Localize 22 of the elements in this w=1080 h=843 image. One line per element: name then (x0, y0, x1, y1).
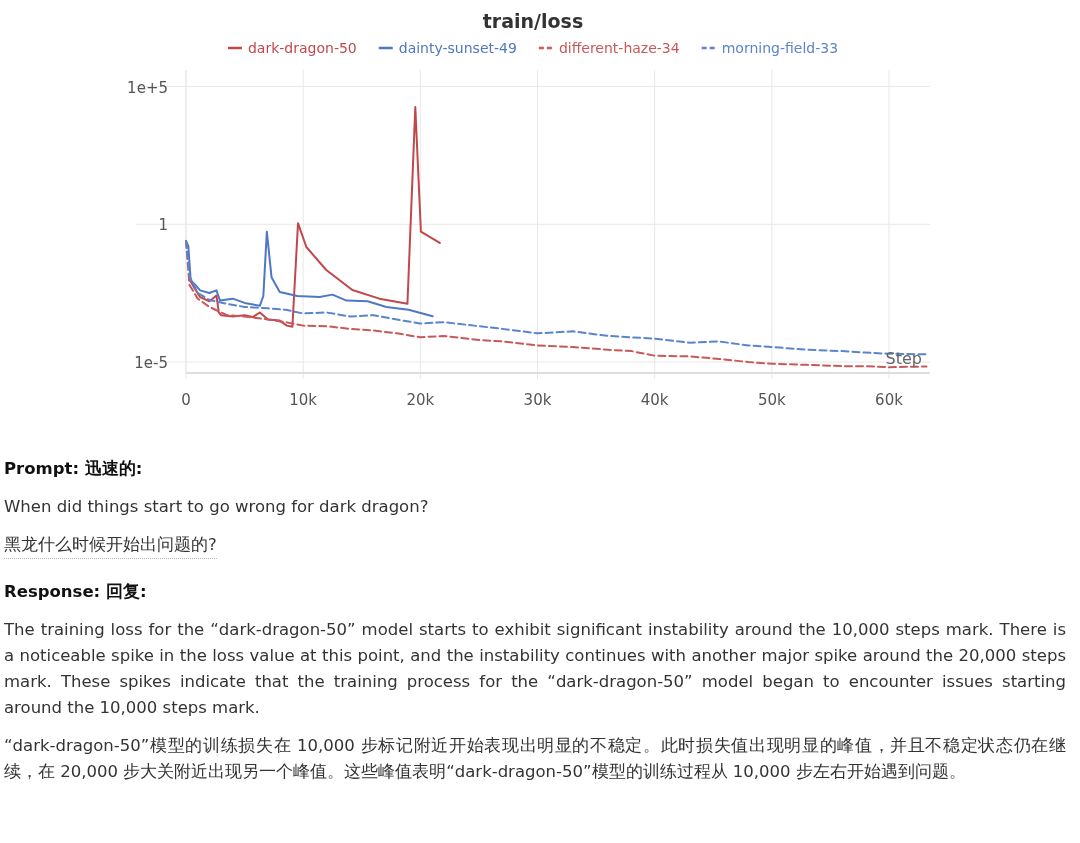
chart-title: train/loss (482, 10, 584, 32)
x-tick-label: 10k (289, 391, 318, 409)
text: The training loss for the “dark-dragon-50” model starts to exhibit significant instability around the 10,000 steps mark. There is a noticeable spike in the loss value at this point, and the instability continues with another major spike around the 20,000 steps mark. These spikes indicate that the training process for the “dark-dragon-50” model began to encounter issues starting around the 10,000 steps mark. (4, 619, 1066, 719)
y-tick-label: 1e-5 (134, 354, 168, 373)
legend-label: different-haze-34 (558, 40, 680, 56)
y-tick-label: 1e+5 (127, 78, 168, 97)
text: “dark-dragon-50”模型的训练损失在 10,000 步标记附近开始表现出明显的不稳定。此时损失值出现明显的峰值，并且不稳定状态仍在继续，在 20,000 步大关附近出现另一个峰值。这些峰值表明“dark-dragon-50”模型的训练过程从 10,000 步左右开始遇到问题。 (4, 735, 1066, 783)
x-tick-label: 60k (875, 391, 904, 409)
text: Response: 回复: (4, 581, 148, 603)
text: When did things start to go wrong for dark dragon? (4, 496, 430, 518)
x-tick-label: 50k (757, 391, 787, 409)
legend-label: dainty-sunset-49 (398, 40, 517, 56)
x-tick-label: 40k (640, 391, 669, 409)
text: 黑龙什么时候开始出问题的? (4, 532, 217, 559)
legend-label: dark-dragon-50 (247, 40, 357, 56)
x-tick-label: 20k (406, 391, 435, 409)
x-axis-title: Step (885, 349, 922, 368)
x-tick-label: 30k (523, 391, 552, 409)
x-tick-label: 0 (181, 391, 191, 409)
legend-label: morning-field-33 (721, 40, 839, 56)
y-tick-label: 1 (158, 216, 168, 235)
text: Prompt: 迅速的: (4, 458, 144, 480)
